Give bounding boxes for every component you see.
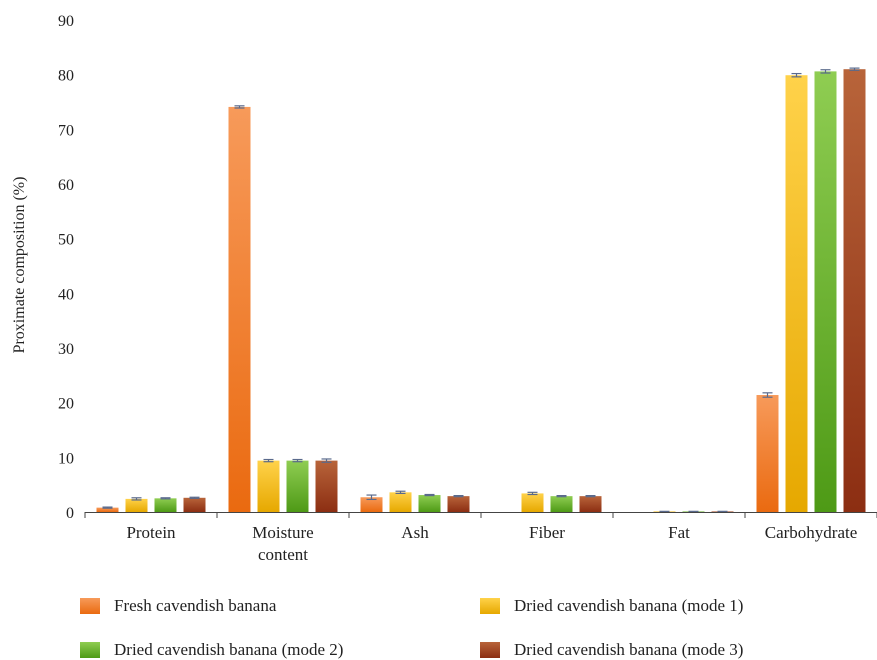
- y-tick-label: 30: [58, 341, 74, 358]
- error-bar: [234, 105, 245, 109]
- error-bar: [849, 67, 860, 71]
- bar: [785, 75, 808, 513]
- error-bar: [292, 458, 303, 463]
- y-tick-label: 50: [58, 232, 74, 249]
- y-axis: 0 10 20 30 40 50 60 70 80 90: [58, 13, 74, 522]
- error-bar: [102, 506, 113, 509]
- x-axis: Protein Moisture content Ash Fiber Fat Carbohy…: [84, 512, 877, 564]
- error-bar: [453, 495, 464, 498]
- bar: [447, 496, 470, 512]
- legend-item-mode-3: Dried cavendish banana (mode 3): [480, 640, 743, 660]
- bar: [96, 507, 119, 512]
- error-bar: [395, 490, 406, 495]
- bar: [389, 492, 412, 512]
- error-bar: [527, 491, 538, 496]
- bar: [257, 460, 280, 512]
- y-tick-label: 40: [58, 286, 74, 303]
- legend-label: Dried cavendish banana (mode 2): [114, 640, 344, 659]
- legend-swatch: [480, 642, 500, 658]
- legend-label: Dried cavendish banana (mode 1): [514, 596, 744, 615]
- error-bar: [424, 493, 435, 497]
- legend-item-mode-1: Dried cavendish banana (mode 1): [480, 596, 743, 616]
- bar: [550, 496, 573, 512]
- bar: [360, 497, 383, 512]
- bar: [814, 71, 837, 513]
- error-bar: [131, 497, 142, 501]
- legend-label: Fresh cavendish banana: [114, 596, 277, 615]
- y-tick-label: 70: [58, 122, 74, 139]
- error-bar: [791, 72, 802, 78]
- error-bar: [556, 495, 567, 498]
- bar: [843, 69, 866, 512]
- bar: [154, 498, 177, 512]
- bar: [228, 106, 251, 513]
- y-tick-label: 80: [58, 68, 74, 85]
- x-category-label: Ash: [401, 523, 429, 542]
- error-bar: [820, 69, 831, 74]
- legend-item-fresh: Fresh cavendish banana: [80, 596, 276, 616]
- error-bar: [321, 458, 332, 463]
- error-bar: [585, 495, 596, 498]
- x-category-label: Fat: [668, 523, 690, 542]
- y-tick-label: 60: [58, 177, 74, 194]
- y-tick-label: 20: [58, 396, 74, 413]
- error-bars: [102, 67, 860, 513]
- x-category-label: Protein: [126, 523, 176, 542]
- legend-swatch: [80, 598, 100, 614]
- bar: [315, 460, 338, 512]
- legend-swatch: [480, 598, 500, 614]
- bar: [286, 460, 309, 512]
- error-bar: [189, 496, 200, 499]
- bar: [756, 395, 779, 512]
- error-bar: [160, 497, 171, 500]
- x-category-label: Fiber: [529, 523, 565, 542]
- x-category-label: Carbohydrate: [765, 523, 858, 542]
- x-category-label: Moisture content: [252, 523, 313, 564]
- y-axis-title: Proximate composition (%): [11, 177, 28, 354]
- bar: [418, 495, 441, 512]
- y-tick-label: 0: [66, 505, 74, 522]
- legend-swatch: [80, 642, 100, 658]
- error-bar: [366, 494, 377, 501]
- y-tick-label: 10: [58, 450, 74, 467]
- bars: [96, 69, 866, 513]
- bar: [579, 496, 602, 512]
- legend-item-mode-2: Dried cavendish banana (mode 2): [80, 640, 343, 660]
- y-tick-label: 90: [58, 13, 74, 30]
- error-bar: [263, 458, 274, 463]
- bar: [521, 493, 544, 512]
- error-bar: [762, 392, 773, 398]
- bar: [125, 498, 148, 512]
- bar: [183, 497, 206, 512]
- legend-label: Dried cavendish banana (mode 3): [514, 640, 744, 659]
